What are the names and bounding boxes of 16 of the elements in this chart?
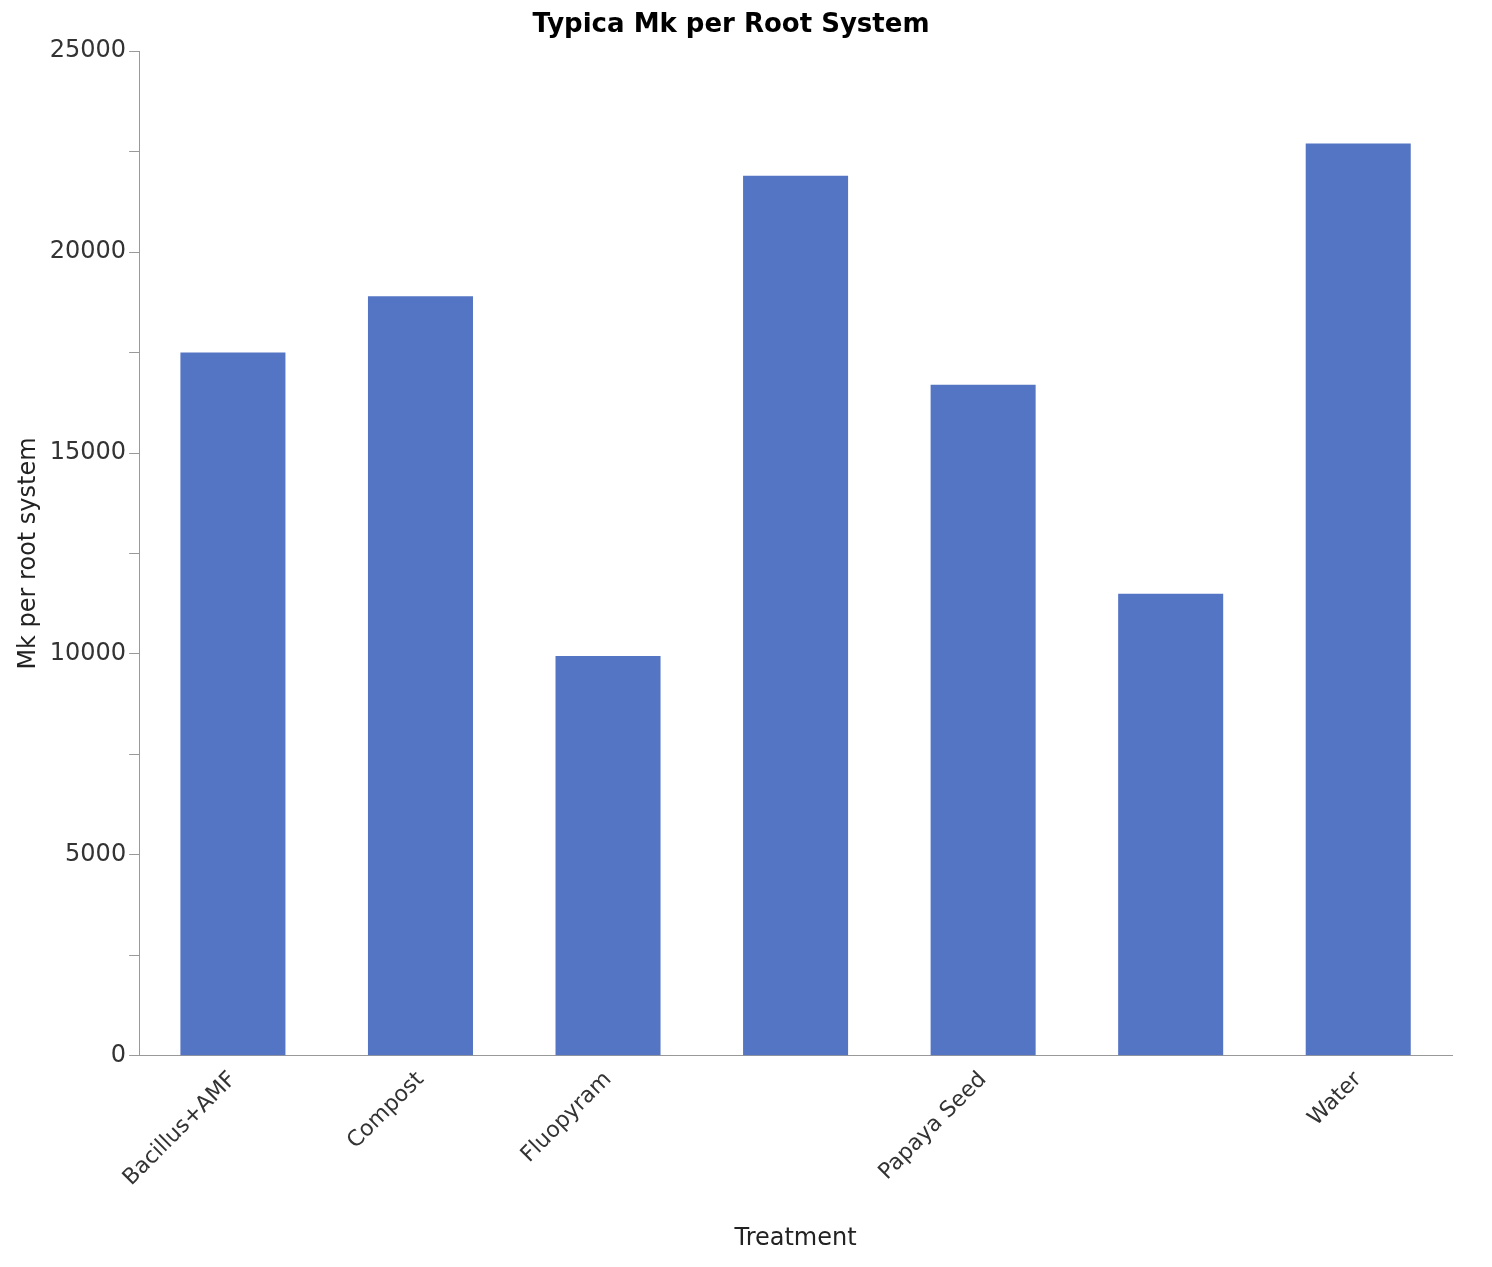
chart-title: Typica Mk per Root System: [532, 8, 930, 39]
bar: [1118, 593, 1224, 1056]
y-tick-label: 5000: [65, 839, 127, 868]
bar: [555, 655, 661, 1056]
y-tick-label: 20000: [49, 236, 127, 265]
y-tick-label: 10000: [49, 638, 127, 667]
y-axis-title: Mk per root system: [12, 437, 41, 670]
x-axis-title: Treatment: [733, 1222, 857, 1251]
y-tick-label: 25000: [49, 35, 127, 64]
y-tick-label: 15000: [49, 437, 127, 466]
bar: [1305, 143, 1411, 1056]
bar: [743, 175, 849, 1056]
y-tick-label: 0: [110, 1040, 127, 1069]
bar: [180, 352, 286, 1056]
bar: [367, 296, 473, 1056]
bar: [930, 384, 1036, 1056]
